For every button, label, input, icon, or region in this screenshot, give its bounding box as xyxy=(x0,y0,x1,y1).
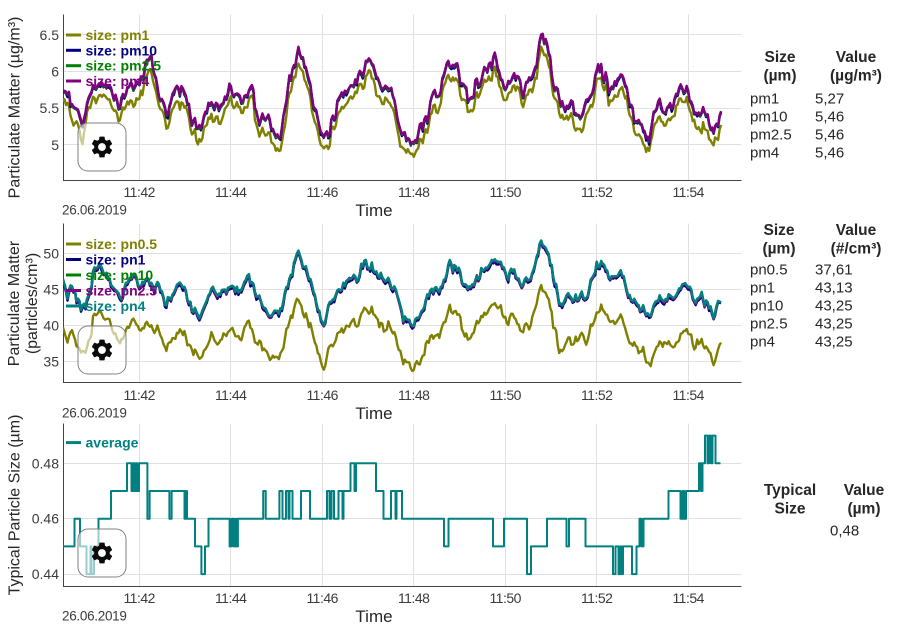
svg-text:size: pn4: size: pn4 xyxy=(86,298,146,314)
svg-text:26.06.2019: 26.06.2019 xyxy=(62,608,127,623)
svg-text:pn10: pn10 xyxy=(750,298,783,315)
svg-text:5.5: 5.5 xyxy=(40,100,60,116)
svg-text:11:52: 11:52 xyxy=(581,590,613,606)
svg-text:5: 5 xyxy=(51,137,59,153)
svg-text:(µm): (µm) xyxy=(763,68,796,85)
svg-text:average: average xyxy=(86,435,139,451)
svg-text:Time: Time xyxy=(355,201,392,220)
svg-text:11:42: 11:42 xyxy=(123,387,155,403)
svg-text:11:54: 11:54 xyxy=(672,184,704,200)
svg-text:40: 40 xyxy=(43,318,59,334)
svg-text:Value: Value xyxy=(836,222,877,239)
svg-text:11:48: 11:48 xyxy=(398,590,430,606)
svg-text:(µm): (µm) xyxy=(847,501,880,518)
svg-text:Time: Time xyxy=(355,404,392,423)
svg-text:5,46: 5,46 xyxy=(815,109,844,126)
svg-text:37,61: 37,61 xyxy=(815,262,853,279)
svg-text:11:50: 11:50 xyxy=(489,590,521,606)
svg-text:50: 50 xyxy=(43,246,59,262)
svg-text:(µm): (µm) xyxy=(762,241,795,258)
svg-text:11:52: 11:52 xyxy=(581,184,613,200)
svg-text:11:50: 11:50 xyxy=(489,387,521,403)
svg-text:11:48: 11:48 xyxy=(398,387,430,403)
svg-text:pn1: pn1 xyxy=(750,280,775,297)
svg-text:11:46: 11:46 xyxy=(306,590,338,606)
svg-text:(#/cm³): (#/cm³) xyxy=(831,241,882,258)
svg-text:11:52: 11:52 xyxy=(581,387,613,403)
svg-text:pn4: pn4 xyxy=(750,333,775,350)
svg-text:Particulate Matter: Particulate Matter xyxy=(6,240,23,366)
svg-text:Size: Size xyxy=(774,501,805,518)
svg-text:pn2.5: pn2.5 xyxy=(750,315,788,332)
svg-text:11:48: 11:48 xyxy=(398,184,430,200)
svg-text:6: 6 xyxy=(51,64,59,80)
svg-text:6.5: 6.5 xyxy=(40,27,60,43)
svg-text:11:42: 11:42 xyxy=(123,184,155,200)
svg-text:Value: Value xyxy=(844,482,885,499)
svg-text:pm1: pm1 xyxy=(750,91,779,108)
svg-text:pm10: pm10 xyxy=(750,109,788,126)
svg-text:5,27: 5,27 xyxy=(815,91,844,108)
svg-text:(particles/cm³): (particles/cm³) xyxy=(24,253,41,354)
svg-text:pn0.5: pn0.5 xyxy=(750,262,788,279)
svg-text:size: pm4: size: pm4 xyxy=(86,73,150,89)
svg-text:43,25: 43,25 xyxy=(815,333,853,350)
svg-text:0.46: 0.46 xyxy=(32,511,59,527)
svg-text:0.44: 0.44 xyxy=(32,566,59,582)
svg-text:43,25: 43,25 xyxy=(815,298,853,315)
svg-text:Typical Particle Size (µm): Typical Particle Size (µm) xyxy=(7,415,24,596)
svg-text:size: pn0.5: size: pn0.5 xyxy=(86,236,158,252)
svg-text:11:54: 11:54 xyxy=(672,387,704,403)
svg-text:pm2.5: pm2.5 xyxy=(750,127,792,144)
svg-text:size: pm2.5: size: pm2.5 xyxy=(86,58,162,74)
svg-text:Particulate Matter (µg/m³): Particulate Matter (µg/m³) xyxy=(7,17,24,199)
svg-text:size: pn1: size: pn1 xyxy=(86,252,146,268)
svg-text:(µg/m³): (µg/m³) xyxy=(830,68,882,85)
svg-text:43,13: 43,13 xyxy=(815,280,853,297)
svg-text:Size: Size xyxy=(763,222,794,239)
svg-text:11:46: 11:46 xyxy=(306,387,338,403)
svg-text:11:42: 11:42 xyxy=(123,590,155,606)
svg-text:5,46: 5,46 xyxy=(815,144,844,161)
svg-text:Value: Value xyxy=(836,49,877,66)
svg-text:11:44: 11:44 xyxy=(215,387,247,403)
svg-text:11:44: 11:44 xyxy=(215,184,247,200)
svg-text:Typical: Typical xyxy=(764,482,816,499)
svg-text:26.06.2019: 26.06.2019 xyxy=(62,405,127,420)
svg-text:26.06.2019: 26.06.2019 xyxy=(62,202,127,217)
svg-text:size: pm10: size: pm10 xyxy=(86,42,158,58)
svg-text:size: pn10: size: pn10 xyxy=(86,267,154,283)
svg-text:Time: Time xyxy=(355,607,392,626)
svg-text:11:46: 11:46 xyxy=(306,184,338,200)
svg-text:11:50: 11:50 xyxy=(489,184,521,200)
svg-text:11:54: 11:54 xyxy=(672,590,704,606)
svg-text:0,48: 0,48 xyxy=(830,523,859,540)
svg-text:11:44: 11:44 xyxy=(215,590,247,606)
svg-text:5,46: 5,46 xyxy=(815,127,844,144)
svg-text:size: pm1: size: pm1 xyxy=(86,27,150,43)
svg-text:35: 35 xyxy=(43,354,59,370)
svg-text:0.48: 0.48 xyxy=(32,455,59,471)
svg-text:pm4: pm4 xyxy=(750,144,779,161)
svg-text:45: 45 xyxy=(43,282,59,298)
svg-text:43,25: 43,25 xyxy=(815,315,853,332)
svg-text:Size: Size xyxy=(764,49,795,66)
svg-text:size: pn2.5: size: pn2.5 xyxy=(86,283,158,299)
